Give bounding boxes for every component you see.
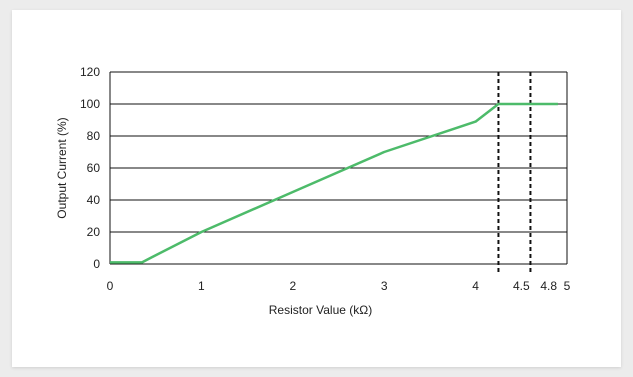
y-tick-label: 100 — [80, 97, 100, 111]
x-tick-labels: 0 1 2 3 4 4.5 4.8 5 — [107, 279, 571, 293]
y-tick-label: 20 — [87, 225, 101, 239]
x-tick-label: 4 — [472, 279, 479, 293]
y-tick-label: 40 — [87, 193, 101, 207]
x-axis-title: Resistor Value (kΩ) — [269, 303, 372, 317]
grid-lines — [109, 71, 568, 265]
y-tick-label: 60 — [87, 161, 101, 175]
x-tick-label: 5 — [564, 279, 571, 293]
y-tick-label: 80 — [87, 129, 101, 143]
x-tick-label: 4.5 — [513, 279, 530, 293]
x-tick-label: 4.8 — [540, 279, 557, 293]
series-line-0 — [110, 102, 558, 264]
chart-card: 0 20 40 60 80 100 120 0 1 2 3 4 4.5 4.8 5 Resistor Va… — [12, 10, 621, 367]
chart-svg: 0 20 40 60 80 100 120 0 1 2 3 4 4.5 4.8 5 Resistor Va… — [55, 65, 571, 317]
y-tick-labels: 0 20 40 60 80 100 120 — [80, 65, 100, 271]
x-tick-label: 3 — [381, 279, 388, 293]
x-tick-label: 1 — [198, 279, 205, 293]
y-axis-title: Output Current (%) — [55, 117, 69, 218]
x-tick-label: 2 — [289, 279, 296, 293]
plot-area — [110, 102, 558, 264]
y-tick-label: 0 — [93, 257, 100, 271]
y-tick-label: 120 — [80, 65, 100, 79]
vertical-markers — [497, 72, 532, 272]
x-tick-label: 0 — [107, 279, 114, 293]
